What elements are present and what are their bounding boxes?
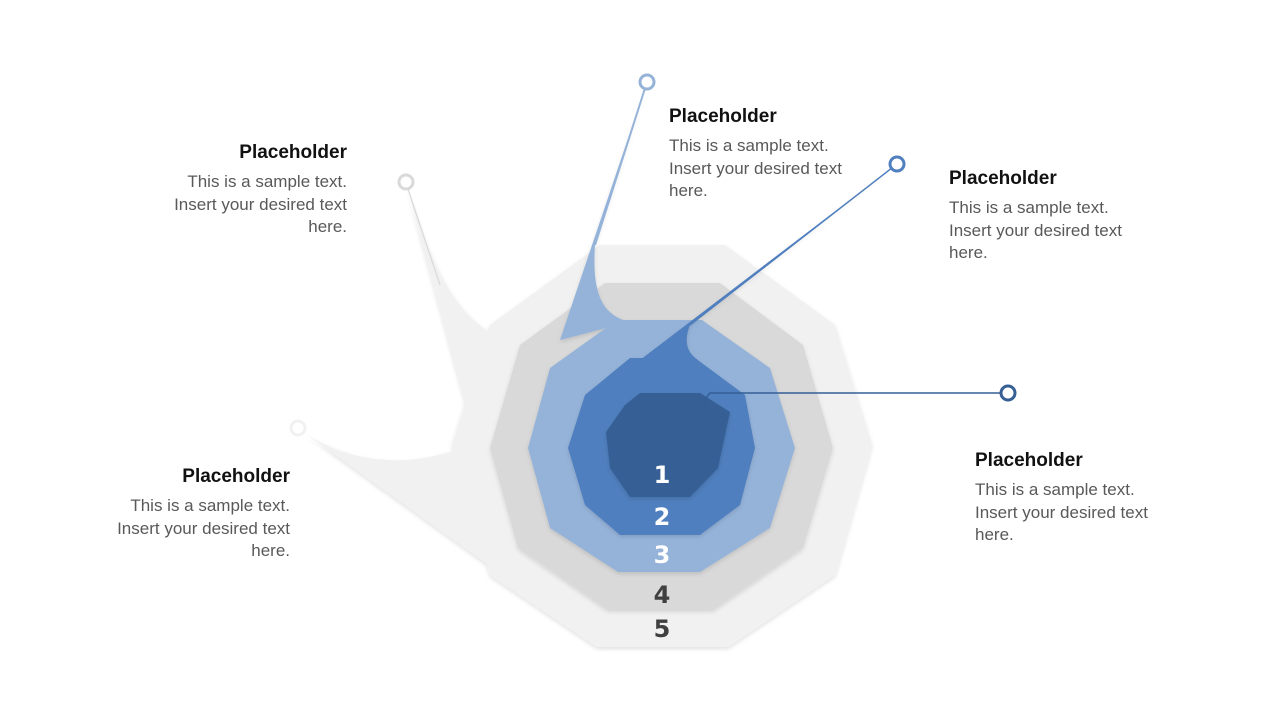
callout-title: Placeholder: [669, 106, 777, 127]
callout-title: Placeholder: [182, 466, 290, 487]
callout-line: here.: [949, 243, 988, 262]
callout-line: here.: [251, 541, 290, 560]
leader-line-3: [704, 392, 1008, 411]
layer-number-2: 2: [654, 503, 671, 531]
callout-upper-right: Placeholder This is a sample text. Inser…: [949, 167, 1169, 265]
layer-5-tail-lower: [298, 428, 600, 645]
callout-body: This is a sample text. Insert your desir…: [70, 495, 290, 563]
layer-number-5: 5: [654, 615, 671, 643]
leader-dot-lower-left: [289, 419, 307, 437]
callout-line: This is a sample text.: [975, 480, 1135, 499]
leader-dots: [289, 73, 1017, 437]
callout-line: Insert your desired text: [174, 194, 347, 214]
callout-line: This is a sample text.: [949, 198, 1109, 217]
layer-number-4: 4: [654, 581, 671, 609]
layer-5-tail-upper: [406, 183, 521, 420]
leader-dot-right: [999, 384, 1017, 402]
leader-dot-top: [638, 73, 656, 91]
callout-body: This is a sample text. Insert your desir…: [127, 171, 347, 239]
leader-line-2: [689, 163, 898, 326]
leader-dot-upper-left: [397, 173, 415, 191]
layer-number-1: 1: [654, 461, 671, 489]
callout-line: This is a sample text.: [187, 172, 347, 191]
callout-top: Placeholder This is a sample text. Inser…: [669, 105, 889, 203]
layer-2-tail: [640, 164, 897, 360]
callout-line: Insert your desired text: [949, 220, 1122, 240]
layer-1-octagon: [606, 393, 730, 497]
leader-line-1: [594, 81, 648, 246]
layer-1: [606, 393, 730, 497]
callout-right: Placeholder This is a sample text. Inser…: [975, 449, 1195, 547]
callout-line: here.: [308, 217, 347, 236]
callout-line: This is a sample text.: [130, 496, 290, 515]
callout-line: This is a sample text.: [669, 136, 829, 155]
callout-line: here.: [669, 181, 708, 200]
callout-line: Insert your desired text: [975, 502, 1148, 522]
layer-3-tail: [560, 82, 647, 340]
callout-title: Placeholder: [975, 450, 1083, 471]
callout-body: This is a sample text. Insert your desir…: [949, 197, 1169, 265]
callout-line: Insert your desired text: [117, 518, 290, 538]
callout-body: This is a sample text. Insert your desir…: [975, 479, 1195, 547]
leader-line-4: [405, 182, 441, 286]
callout-title: Placeholder: [239, 142, 347, 163]
callout-upper-left: Placeholder This is a sample text. Inser…: [127, 141, 347, 239]
callout-body: This is a sample text. Insert your desir…: [669, 135, 889, 203]
leader-lines: [405, 81, 1008, 411]
leader-dot-upper-right: [888, 155, 906, 173]
callout-line: here.: [975, 525, 1014, 544]
callout-lower-left: Placeholder This is a sample text. Inser…: [70, 465, 290, 563]
callout-line: Insert your desired text: [669, 158, 842, 178]
layer-number-3: 3: [654, 541, 671, 569]
callout-title: Placeholder: [949, 168, 1057, 189]
